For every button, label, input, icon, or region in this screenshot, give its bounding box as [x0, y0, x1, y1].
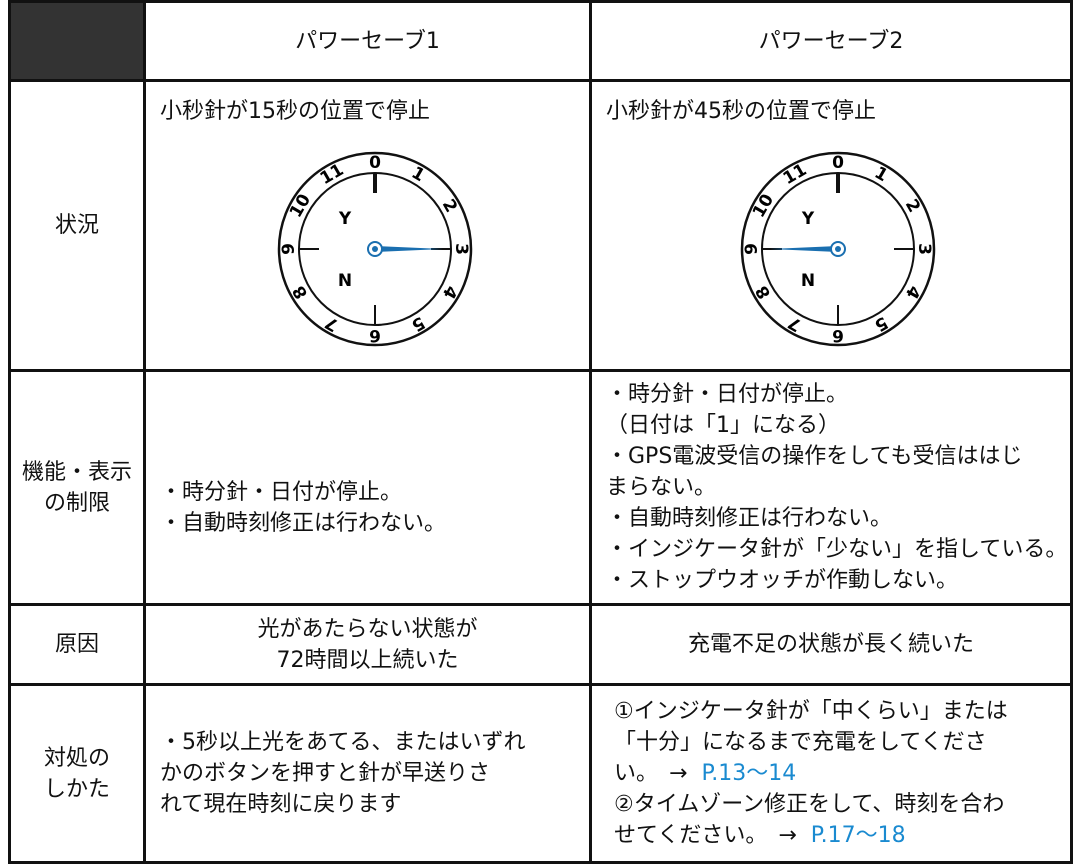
- cell-line: ①インジケータ針が「中くらい」または: [614, 696, 1070, 727]
- cell-text: ①インジケータ針が「中くらい」または: [614, 699, 1008, 724]
- cell: 小秒針が45秒の位置で停止 0 1 2 3 4 5 6 7 8 9 10 11 Y N: [592, 82, 1073, 372]
- cell-line: ・ストップウオッチが作動しない。: [606, 565, 1070, 596]
- row-label: 機能・表示 の制限: [8, 372, 146, 606]
- cell: ①インジケータ針が「中くらい」または 「十分」になるまで充電をしてくださ い。 → P…: [592, 686, 1073, 864]
- cell-line: い。 → P.13〜14: [614, 758, 1070, 789]
- row-label-line: 原因: [54, 632, 99, 657]
- dial-number: 0: [832, 153, 844, 173]
- cell-line: ・時分針・日付が停止。: [160, 477, 589, 508]
- cell-text: （日付は「1」になる）: [606, 413, 840, 438]
- cell-line: 「十分」になるまで充電をしてくださ: [614, 727, 1070, 758]
- header-cell: パワーセーブ2: [592, 0, 1073, 82]
- cell-text: ・5秒以上光をあてる、またはいずれ: [160, 730, 526, 755]
- cell: ・時分針・日付が停止。 （日付は「1」になる） ・GPS電波受信の操作をしても受信は…: [592, 372, 1073, 606]
- dial-number: 6: [832, 325, 844, 345]
- cell-text: 小秒針が15秒の位置で停止: [160, 99, 430, 124]
- cell-line: ・GPS電波受信の操作をしても受信ははじ: [606, 441, 1070, 472]
- dial-number: 3: [914, 243, 934, 255]
- dial-mark: N: [801, 271, 815, 291]
- cell-line: 光があたらない状態が: [257, 614, 477, 645]
- cell-line: 小秒針が15秒の位置で停止: [160, 96, 589, 127]
- cell-line: ・インジケータ針が「少ない」を指している。: [606, 534, 1070, 565]
- cell-text: ・時分針・日付が停止。: [160, 479, 403, 505]
- row-label-line: の制限: [43, 490, 110, 516]
- second-hand: [374, 246, 443, 252]
- dial-number: 0: [369, 153, 381, 173]
- dial-number: 11: [316, 160, 347, 189]
- cell-line: ②タイムゾーン修正をして、時刻を合わ: [614, 789, 1070, 820]
- dial-number: 10: [749, 191, 778, 222]
- cell-text: せてください。 →: [614, 823, 797, 848]
- dial-number: 9: [742, 243, 762, 255]
- cell-text: ・インジケータ針が「少ない」を指している。: [606, 537, 1068, 562]
- cell-line: ・自動時刻修正は行わない。: [160, 508, 589, 539]
- second-hand: [770, 246, 838, 252]
- cell-text: ・自動時刻修正は行わない。: [160, 510, 447, 536]
- cell-line: 小秒針が45秒の位置で停止: [606, 96, 1070, 127]
- cell-line: ・時分針・日付が停止。: [606, 379, 1070, 410]
- cell-text: 光があたらない状態が: [257, 616, 478, 642]
- page-link[interactable]: P.17〜18: [810, 823, 906, 848]
- cell-text: かのボタンを押すと針が早送りさ: [160, 761, 491, 786]
- dial-number: 9: [279, 243, 299, 255]
- cell-text: い。 →: [614, 761, 688, 786]
- cell-line: ・自動時刻修正は行わない。: [606, 503, 1070, 534]
- row-label: 対処の しかた: [8, 686, 146, 864]
- header-text: パワーセーブ1: [295, 28, 440, 54]
- cell-text: 小秒針が45秒の位置で停止: [606, 99, 876, 124]
- cell: 充電不足の状態が長く続いた: [592, 606, 1073, 686]
- dial-number: 3: [451, 243, 471, 255]
- cell-line: 充電不足の状態が長く続いた: [688, 629, 974, 660]
- cell-text: ・ストップウオッチが作動しない。: [606, 568, 959, 593]
- cell-line: （日付は「1」になる）: [606, 410, 1070, 441]
- dial-number: 10: [285, 191, 314, 222]
- dial-number: 11: [780, 160, 811, 189]
- cell-line: かのボタンを押すと針が早送りさ: [160, 758, 589, 789]
- hand-pivot-inner: [371, 246, 378, 252]
- header-text: パワーセーブ2: [758, 28, 904, 54]
- row-label: 状況: [8, 82, 146, 372]
- cell-line: まらない。: [606, 472, 1070, 503]
- header-corner: [8, 0, 146, 82]
- dial-number: 6: [369, 325, 381, 345]
- dial-outer: [277, 151, 472, 347]
- cell: 光があたらない状態が 72時間以上続いた: [146, 606, 592, 686]
- dial-mark: Y: [337, 209, 351, 229]
- row-label: 原因: [8, 606, 146, 686]
- cell-text: ・自動時刻修正は行わない。: [606, 506, 893, 531]
- row-label-line: 対処の: [43, 745, 110, 771]
- cell-text: 充電不足の状態が長く続いた: [687, 632, 974, 657]
- page-link[interactable]: P.13〜14: [701, 761, 797, 786]
- cell: ・5秒以上光をあてる、またはいずれ かのボタンを押すと針が早送りさ れて現在時刻に戻…: [146, 686, 592, 864]
- cell-line: せてください。 → P.17〜18: [614, 820, 1070, 851]
- cell-text: 「十分」になるまで充電をしてくださ: [614, 730, 987, 755]
- cell-text: れて現在時刻に戻ります: [160, 792, 402, 817]
- cell-text: ・時分針・日付が停止。: [606, 382, 849, 407]
- cell: 小秒針が15秒の位置で停止 0 1 2 3 4 5 6 7 8 9 10 11 Y N: [146, 82, 592, 372]
- header-cell: パワーセーブ1: [146, 0, 592, 82]
- cell: ・時分針・日付が停止。・自動時刻修正は行わない。: [146, 372, 592, 606]
- row-label-line: 状況: [54, 213, 99, 238]
- row-label-line: しかた: [43, 776, 110, 802]
- cell-text: まらない。: [606, 475, 717, 500]
- dial-mark: Y: [801, 209, 815, 229]
- cell-text: ・GPS電波受信の操作をしても受信ははじ: [606, 444, 1023, 469]
- dial-mark: N: [337, 271, 351, 291]
- cell-line: ・5秒以上光をあてる、またはいずれ: [160, 727, 589, 758]
- cell-text: ②タイムゾーン修正をして、時刻を合わ: [614, 792, 1005, 817]
- cell-line: 72時間以上続いた: [277, 645, 459, 676]
- hand-pivot-inner: [835, 246, 841, 252]
- dial-outer: [740, 151, 936, 347]
- cell-text: 72時間以上続いた: [276, 647, 459, 673]
- cell-line: れて現在時刻に戻ります: [160, 789, 589, 820]
- row-label-line: 機能・表示: [21, 459, 132, 485]
